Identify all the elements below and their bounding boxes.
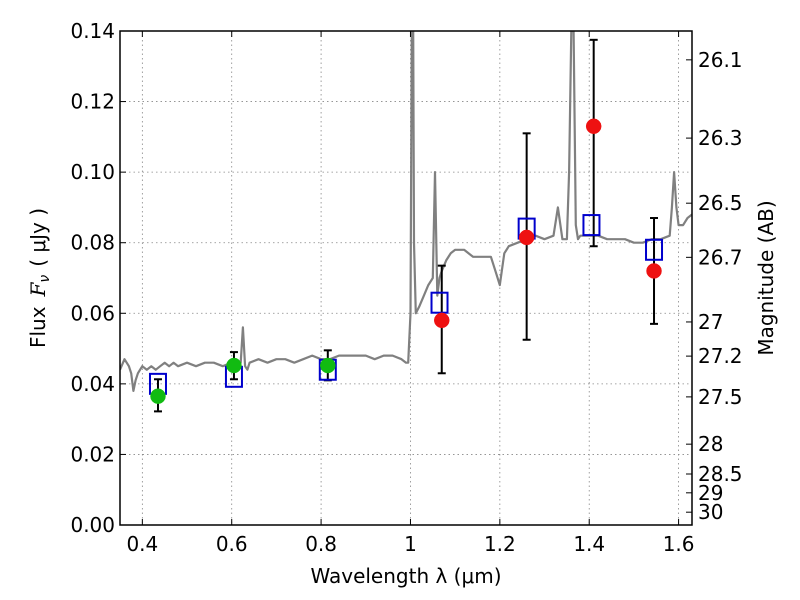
- right-tick-label: 30: [698, 500, 723, 524]
- axis-ticks: [120, 30, 692, 526]
- right-tick-label: 26.5: [698, 191, 743, 215]
- observed-point: [434, 312, 450, 329]
- x-tick-label: 1.6: [663, 532, 695, 556]
- right-tick-label: 29: [698, 481, 723, 505]
- spectrum-line: [120, 31, 692, 392]
- x-tick-label: 1.2: [484, 532, 516, 556]
- y-tick-label: 0.10: [70, 160, 115, 184]
- y-axis-label-units: ( μJy ): [26, 208, 50, 267]
- right-tick-label: 26.7: [698, 245, 743, 269]
- y-axis-label-text: Flux: [26, 306, 50, 348]
- x-axis-label: Wavelength λ (μm): [310, 564, 501, 588]
- observed-point: [646, 263, 662, 279]
- tick-labels: 0.4 0.6 0.8 1 1.2 1.4 1.6 0.00 0.02 0.04 0.06 0.08 0…: [70, 19, 742, 556]
- x-tick-label: 1.4: [573, 532, 605, 556]
- observed-point: [585, 118, 602, 135]
- y-axis-label-subscript: ν: [37, 275, 53, 283]
- y-axis-label: Flux Fν ( μJy ): [26, 208, 53, 348]
- observed-point: [518, 229, 535, 246]
- y-tick-label: 0.12: [70, 90, 115, 114]
- right-tick-label: 26.3: [698, 126, 743, 150]
- right-tick-label: 27.2: [698, 344, 743, 368]
- x-tick-label: 1: [404, 532, 417, 556]
- right-axis-label: Magnitude (AB): [754, 200, 778, 355]
- model-point: [645, 238, 664, 261]
- x-tick-label: 0.6: [216, 532, 248, 556]
- y-tick-label: 0.08: [70, 231, 115, 255]
- optical-point: [226, 357, 242, 374]
- y-tick-label: 0.06: [70, 301, 115, 325]
- model-point: [430, 291, 449, 314]
- right-tick-label: 28.5: [698, 462, 743, 486]
- right-tick-label: 27: [698, 310, 723, 334]
- optical-point: [150, 388, 166, 404]
- x-tick-label: 0.8: [305, 532, 337, 556]
- right-tick-label: 28: [698, 432, 723, 456]
- plot-frame: [119, 30, 693, 526]
- optical-point: [320, 357, 336, 374]
- right-tick-label: 27.5: [698, 385, 743, 409]
- y-axis-label-symbol: F: [26, 281, 50, 297]
- plot-area: [120, 31, 692, 413]
- y-tick-label: 0.04: [70, 372, 115, 396]
- y-tick-label: 0.02: [70, 442, 115, 466]
- x-tick-label: 0.4: [126, 532, 158, 556]
- model-point: [582, 214, 601, 237]
- y-tick-label: 0.14: [70, 19, 115, 43]
- y-tick-label: 0.00: [70, 513, 115, 537]
- right-tick-label: 26.1: [698, 48, 743, 72]
